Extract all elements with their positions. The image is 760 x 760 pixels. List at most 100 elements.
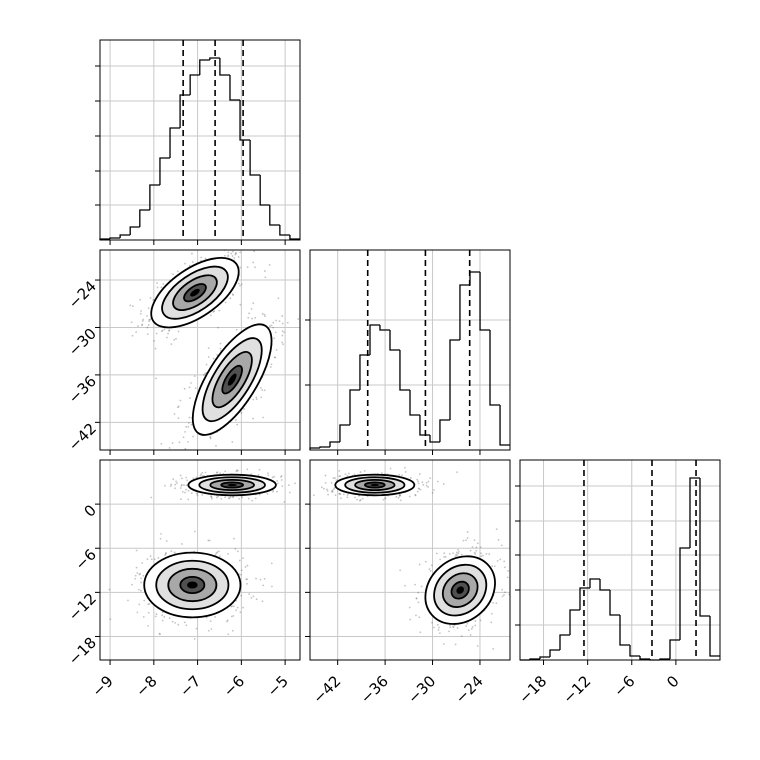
sample-point	[500, 544, 503, 547]
sample-point	[228, 497, 231, 499]
histogram-step	[459, 284, 470, 340]
sample-point	[194, 387, 197, 390]
sample-point	[268, 263, 271, 266]
sample-point	[485, 552, 488, 555]
sample-point	[250, 597, 253, 599]
sample-point	[231, 293, 234, 296]
density-contour	[190, 288, 200, 297]
sample-point	[312, 494, 315, 497]
histogram-step	[669, 639, 680, 659]
sample-point	[255, 577, 257, 580]
sample-point	[238, 559, 241, 562]
sample-point	[462, 539, 465, 542]
sample-point	[338, 469, 341, 472]
sample-point	[339, 493, 342, 496]
sample-point	[142, 574, 145, 577]
sample-point	[417, 482, 420, 485]
sample-point	[495, 602, 498, 605]
sample-point	[179, 399, 182, 402]
sample-point	[184, 262, 186, 265]
sample-point	[331, 490, 334, 493]
sample-point	[147, 324, 150, 326]
sample-point	[404, 466, 406, 469]
sample-point	[281, 485, 284, 487]
sample-point	[191, 252, 193, 255]
sample-point	[180, 483, 183, 486]
sample-point	[164, 552, 167, 554]
sample-point	[137, 325, 139, 328]
sample-point	[240, 594, 243, 597]
histogram-step	[139, 209, 150, 227]
sample-point	[237, 282, 240, 285]
sample-point	[332, 488, 335, 491]
sample-point	[268, 325, 271, 328]
sample-point	[189, 397, 191, 399]
sample-point	[160, 533, 162, 535]
sample-point	[135, 549, 138, 552]
sample-point	[331, 490, 333, 493]
sample-point	[397, 496, 400, 499]
sample-point	[230, 615, 233, 618]
sample-point	[287, 484, 290, 487]
sample-point	[399, 499, 402, 502]
sample-point	[143, 599, 146, 602]
sample-point	[204, 471, 207, 474]
sample-point	[272, 321, 275, 324]
sample-point	[239, 611, 242, 614]
sample-point	[251, 317, 254, 320]
x-tick-label: −6	[220, 672, 248, 700]
sample-point	[168, 617, 171, 620]
sample-point	[209, 437, 212, 440]
sample-point	[304, 483, 306, 485]
density-contour	[227, 373, 237, 386]
x-tick-label: −24	[452, 672, 487, 707]
sample-point	[455, 553, 458, 556]
histogram-step	[189, 74, 200, 95]
sample-point	[235, 328, 238, 331]
sample-point	[163, 328, 166, 331]
sample-point	[466, 531, 469, 533]
sample-point	[456, 471, 459, 473]
histogram-step	[169, 127, 181, 158]
sample-point	[229, 297, 232, 300]
histogram-step	[449, 339, 460, 420]
sample-point	[398, 495, 401, 497]
sample-point	[238, 497, 241, 500]
sample-point	[456, 627, 459, 629]
sample-point	[170, 343, 173, 346]
sample-point	[234, 253, 237, 256]
sample-point	[176, 406, 179, 409]
sample-point	[150, 558, 153, 561]
x-tick-label: 0	[663, 672, 682, 691]
sample-point	[232, 495, 235, 498]
sample-point	[177, 405, 180, 408]
histogram-step	[639, 656, 650, 660]
sample-point	[474, 553, 477, 555]
sample-point	[171, 442, 174, 444]
sample-point	[179, 487, 182, 489]
y-tick-label: −12	[65, 590, 100, 625]
sample-point	[142, 318, 144, 321]
sample-point	[179, 498, 182, 500]
sample-point	[361, 497, 364, 500]
sample-point	[174, 487, 176, 490]
sample-point	[247, 316, 250, 319]
x-tick-label: −30	[404, 672, 439, 707]
sample-point	[335, 479, 338, 482]
sample-point	[187, 425, 190, 428]
sample-point	[161, 619, 164, 622]
sample-point	[480, 555, 483, 558]
sample-point	[176, 455, 178, 457]
sample-point	[399, 494, 402, 497]
sample-point	[231, 250, 234, 253]
sample-point	[180, 452, 182, 454]
sample-point	[332, 477, 335, 479]
histogram-step	[239, 100, 251, 141]
sample-point	[240, 283, 243, 286]
sample-point	[243, 408, 245, 410]
sample-point	[236, 606, 239, 609]
sample-point	[134, 574, 137, 577]
sample-point	[227, 633, 230, 636]
sample-point	[417, 601, 420, 604]
sample-point	[246, 266, 249, 269]
